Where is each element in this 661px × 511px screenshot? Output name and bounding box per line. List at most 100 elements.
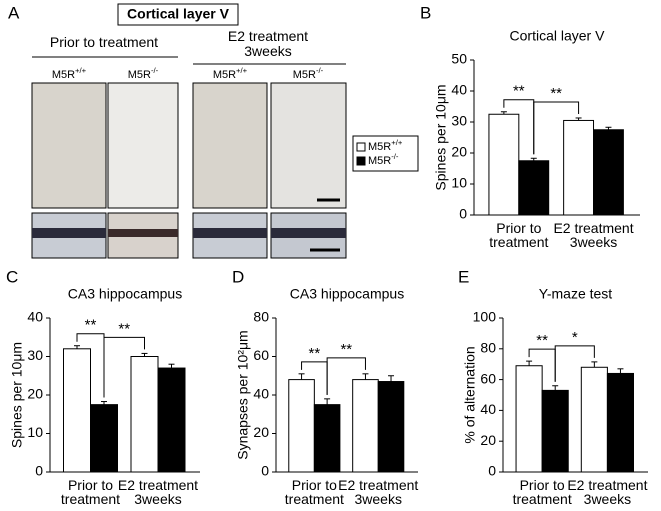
- bar: [515, 365, 543, 473]
- label-line: Prior to: [496, 220, 541, 236]
- bar: [90, 404, 118, 473]
- label-line: Prior to: [520, 477, 565, 493]
- significance-label: **: [340, 341, 352, 358]
- y-tick-label: 50: [451, 51, 467, 67]
- significance-bracket: [533, 101, 580, 155]
- bar: [63, 348, 91, 473]
- multiline-label: Prior to treatment: [50, 34, 158, 50]
- dendrite: [32, 228, 106, 238]
- y-tick-label: 100: [473, 309, 497, 325]
- y-axis-label: % of alternation: [462, 346, 478, 443]
- y-axis-label: Synapses per 10²μm: [235, 330, 251, 459]
- multiline-label: Prior to treatment: [61, 477, 120, 507]
- significance-label: **: [536, 332, 548, 349]
- micrographs: [31, 3, 419, 259]
- significance-label: **: [85, 317, 97, 334]
- y-tick-label: 40: [451, 82, 467, 98]
- multiline-label: E2 treatment 3weeks: [567, 477, 647, 507]
- bar: [352, 379, 379, 473]
- significance-label: *: [572, 329, 578, 346]
- y-tick-label: 10: [451, 175, 467, 191]
- label-line: Prior to: [292, 477, 337, 493]
- label-line: E2 treatment: [118, 477, 198, 493]
- label-line: E2 treatment: [553, 220, 633, 236]
- y-tick-label: 0: [35, 463, 43, 479]
- micrograph: [192, 82, 268, 209]
- bar: [288, 379, 315, 473]
- label-sup: -/-: [391, 152, 399, 161]
- multiline-label: E2 treatment 3weeks: [228, 28, 308, 59]
- y-axis-label: Spines per 10μm: [9, 342, 25, 448]
- dendrite: [271, 228, 346, 238]
- label-sup: -/-: [316, 66, 324, 75]
- label-line: 3weeks: [244, 43, 291, 59]
- significance-label: **: [118, 320, 130, 337]
- label-base: M5R: [368, 155, 391, 167]
- y-tick-label: 80: [253, 309, 269, 325]
- label-sup: +/+: [236, 66, 248, 75]
- multiline-label: Prior to treatment: [285, 477, 344, 507]
- multiline-label: Prior to treatment: [513, 477, 572, 507]
- genotype-label: M5R+/+: [368, 138, 403, 153]
- significance-bracket: [326, 357, 366, 395]
- label-line: treatment: [489, 234, 548, 250]
- label-line: 3weeks: [584, 491, 631, 507]
- label-base: M5R: [128, 69, 151, 81]
- bar: [488, 113, 520, 216]
- legend-swatch: [356, 156, 366, 166]
- genotype-label: M5R+/+: [213, 66, 248, 81]
- bar: [377, 381, 405, 473]
- y-tick-label: 0: [488, 463, 496, 479]
- y-tick-label: 80: [480, 340, 496, 356]
- genotype-label: M5R-/-: [293, 66, 324, 81]
- y-tick-label: 20: [27, 386, 43, 402]
- panel-letter: D: [232, 267, 244, 286]
- label-line: treatment: [61, 491, 120, 507]
- panel-letter: A: [8, 3, 20, 22]
- multiline-label: E2 treatment 3weeks: [118, 477, 198, 507]
- y-axis-label: Spines per 10μm: [433, 84, 449, 190]
- bar: [518, 160, 550, 216]
- y-tick-label: 40: [480, 401, 496, 417]
- significance-bracket: [554, 345, 595, 382]
- label-sup: +/+: [75, 66, 87, 75]
- label-line: Prior to: [68, 477, 113, 493]
- label-line: E2 treatment: [338, 477, 418, 493]
- label-base: M5R: [213, 69, 236, 81]
- label-line: E2 treatment: [228, 28, 308, 44]
- label-base: M5R: [52, 69, 75, 81]
- bar: [313, 404, 341, 473]
- y-tick-label: 40: [27, 309, 43, 325]
- micrograph: [107, 82, 179, 209]
- bar: [580, 366, 608, 473]
- panel-title: Cortical layer V: [127, 6, 230, 22]
- y-tick-label: 20: [253, 424, 269, 440]
- bar: [593, 129, 624, 216]
- multiline-label: E2 treatment 3weeks: [553, 220, 633, 250]
- label-line: treatment: [513, 491, 572, 507]
- significance-label: **: [550, 85, 562, 102]
- multiline-label: E2 treatment 3weeks: [338, 477, 418, 507]
- bar: [130, 356, 159, 473]
- chart-title: CA3 hippocampus: [68, 286, 182, 302]
- panel-letter: C: [6, 267, 18, 286]
- chart-title: CA3 hippocampus: [290, 286, 404, 302]
- bar: [157, 367, 186, 473]
- panel-letter: B: [420, 3, 431, 22]
- y-tick-label: 20: [451, 144, 467, 160]
- multiline-label: Prior to treatment: [489, 220, 548, 250]
- label-line: 3weeks: [355, 491, 402, 507]
- genotype-label: M5R-/-: [368, 152, 399, 167]
- label-base: M5R: [293, 69, 316, 81]
- label-sup: -/-: [151, 66, 159, 75]
- bar: [541, 389, 569, 473]
- label-line: E2 treatment: [567, 477, 647, 493]
- label-base: M5R: [368, 141, 391, 153]
- label-sup: +/+: [391, 138, 403, 147]
- significance-label: **: [308, 345, 320, 362]
- significance-label: **: [513, 83, 525, 100]
- y-tick-label: 40: [253, 386, 269, 402]
- y-tick-label: 0: [261, 463, 269, 479]
- title-box: [117, 3, 239, 26]
